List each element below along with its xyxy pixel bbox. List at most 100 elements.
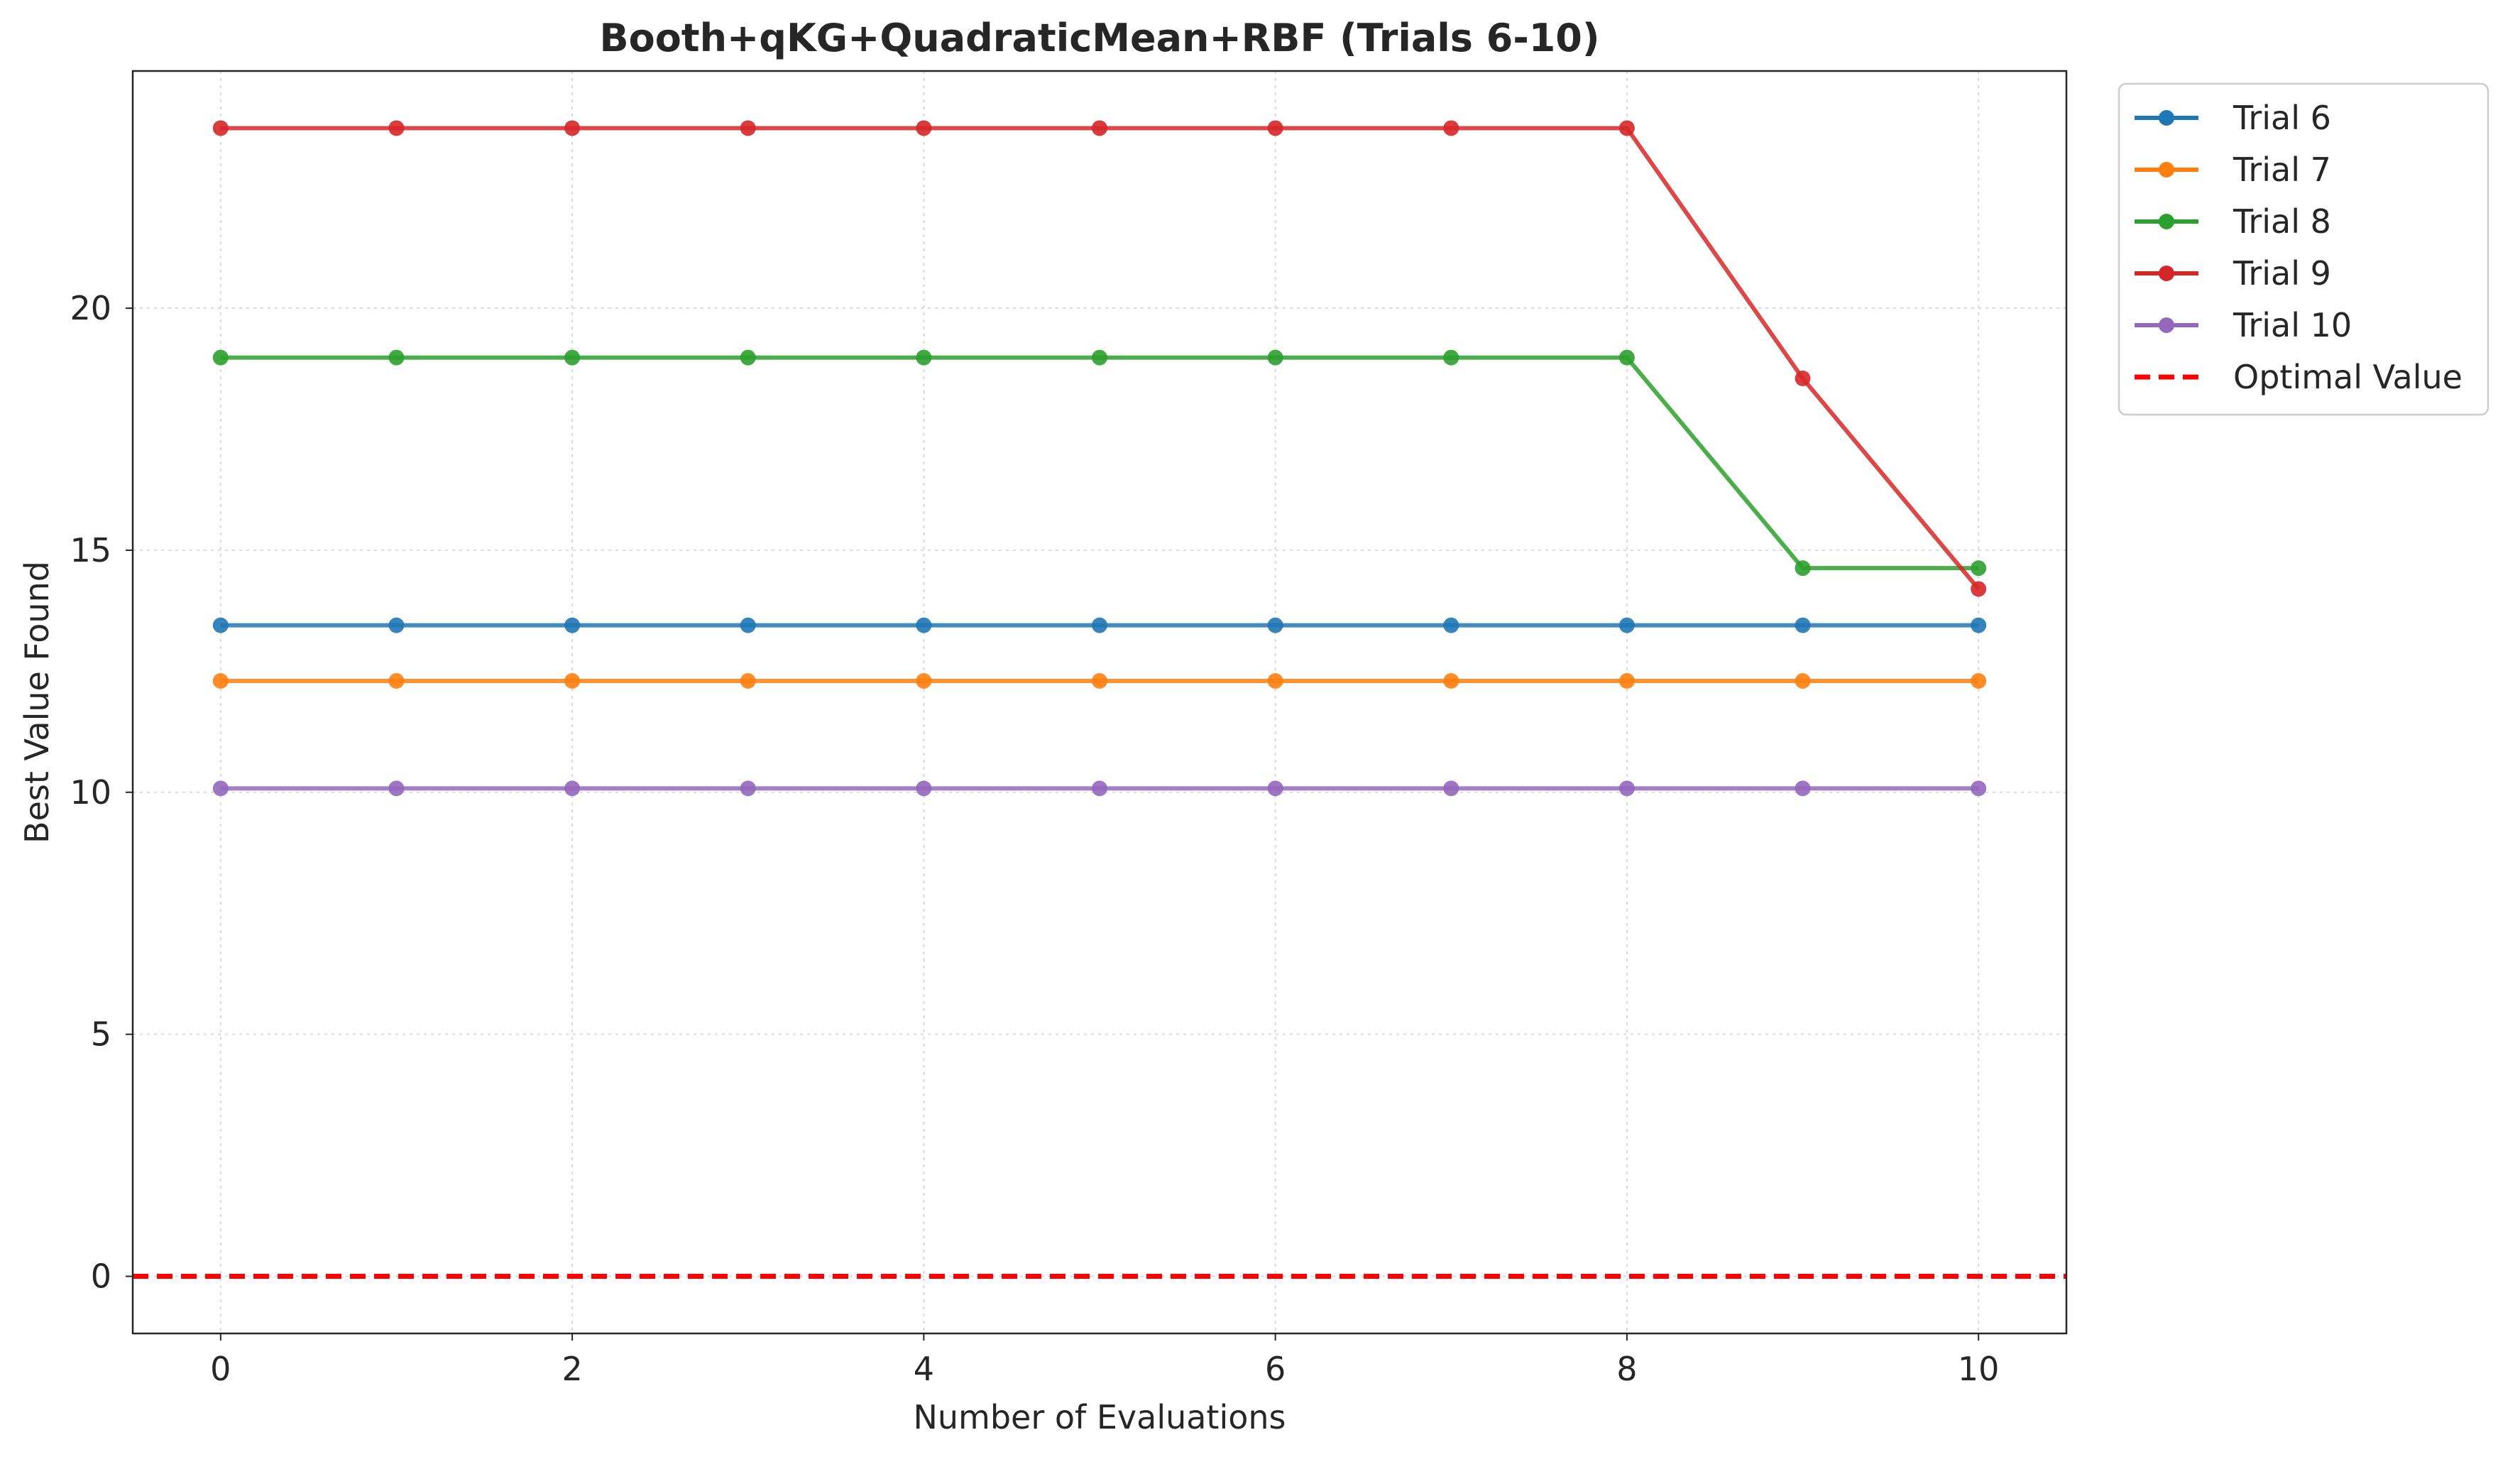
x-tick-label: 10 (1958, 1350, 2000, 1388)
legend-box (2118, 82, 2489, 416)
y-tick-label: 0 (91, 1257, 111, 1296)
data-point (212, 120, 229, 136)
data-point (1618, 349, 1635, 366)
y-ticks: 0 5 10 15 20 (70, 289, 133, 1296)
data-point (1443, 349, 1459, 366)
legend-marker (2159, 162, 2174, 178)
legend-label: Trial 9 (2233, 254, 2331, 293)
legend-marker (2159, 110, 2174, 126)
data-point (1092, 617, 1107, 633)
chart-title: Booth+qKG+QuadraticMean+RBF (Trials 6-10… (599, 16, 1599, 60)
data-point (740, 673, 756, 689)
data-point (212, 617, 229, 633)
legend-entry: Trial 8 (2135, 202, 2331, 241)
data-point (1443, 780, 1459, 797)
y-axis-label: Best Value Found (18, 561, 56, 844)
data-point (1795, 370, 1811, 386)
data-point (916, 120, 932, 136)
legend-marker (2159, 214, 2174, 229)
series-trial-6 (212, 617, 1987, 633)
legend-entry: Optimal Value (2135, 358, 2463, 396)
data-point (388, 617, 405, 633)
data-point (1267, 673, 1283, 689)
data-point (1267, 780, 1283, 797)
x-ticks: 0 2 4 6 8 10 (210, 1333, 1999, 1388)
data-point (1092, 120, 1107, 136)
data-point (740, 617, 756, 633)
data-point (212, 673, 229, 689)
data-point (1795, 560, 1811, 577)
x-tick-label: 8 (1616, 1350, 1637, 1388)
data-point (388, 673, 405, 689)
data-point (388, 120, 405, 136)
data-point (916, 349, 932, 366)
legend-marker (2159, 317, 2174, 333)
x-tick-label: 0 (210, 1350, 231, 1388)
data-point (1618, 673, 1635, 689)
legend-label: Trial 6 (2233, 99, 2331, 137)
data-point (564, 780, 581, 797)
y-tick-label: 20 (70, 289, 111, 327)
x-axis-label: Number of Evaluations (913, 1398, 1286, 1436)
series-trial-7 (212, 673, 1987, 689)
x-tick-label: 4 (914, 1350, 934, 1388)
data-point (1267, 617, 1283, 633)
data-point (564, 349, 581, 366)
data-point (916, 780, 932, 797)
grid (133, 71, 2066, 1333)
x-tick-label: 6 (1265, 1350, 1286, 1388)
data-point (1618, 120, 1635, 136)
legend-label: Optimal Value (2233, 358, 2463, 396)
data-point (1618, 617, 1635, 633)
data-point (1443, 120, 1459, 136)
data-point (1092, 780, 1107, 797)
legend-entry: Trial 10 (2135, 306, 2352, 344)
data-point (1092, 673, 1107, 689)
data-point (740, 780, 756, 797)
legend-marker (2159, 266, 2174, 281)
data-point (1971, 780, 1987, 797)
series-trial-9 (212, 120, 1987, 597)
data-point (1971, 581, 1987, 597)
data-point (212, 349, 229, 366)
data-point (564, 617, 581, 633)
data-point (1267, 349, 1283, 366)
legend-entry: Trial 7 (2135, 151, 2331, 189)
series-trial-8 (212, 349, 1987, 577)
data-point (388, 780, 405, 797)
data-point (1971, 673, 1987, 689)
series-trial-10 (212, 780, 1987, 797)
legend-label: Trial 10 (2233, 306, 2352, 344)
y-tick-label: 5 (91, 1015, 111, 1054)
data-point (1795, 617, 1811, 633)
data-point (740, 349, 756, 366)
x-tick-label: 2 (561, 1350, 582, 1388)
y-tick-label: 10 (70, 773, 111, 812)
data-point (1795, 673, 1811, 689)
data-point (564, 120, 581, 136)
data-point (1971, 617, 1987, 633)
data-point (1795, 780, 1811, 797)
data-point (1443, 617, 1459, 633)
data-point (1092, 349, 1107, 366)
y-tick-label: 15 (70, 531, 111, 569)
data-point (740, 120, 756, 136)
data-point (212, 780, 229, 797)
series-line (220, 355, 1979, 571)
legend: Trial 6 Trial 7 Trial 8 Trial 9 Trial 10 Opti… (2118, 82, 2489, 416)
legend-label: Trial 8 (2233, 202, 2331, 241)
data-point (916, 673, 932, 689)
legend-entry: Trial 9 (2135, 254, 2331, 293)
data-point (1971, 560, 1987, 577)
series-layer (212, 120, 1987, 797)
plot-frame (131, 70, 2068, 1335)
data-point (564, 673, 581, 689)
legend-entry: Trial 6 (2135, 99, 2331, 137)
data-point (1267, 120, 1283, 136)
data-point (916, 617, 932, 633)
data-point (1618, 780, 1635, 797)
legend-label: Trial 7 (2233, 151, 2331, 189)
data-point (388, 349, 405, 366)
data-point (1443, 673, 1459, 689)
